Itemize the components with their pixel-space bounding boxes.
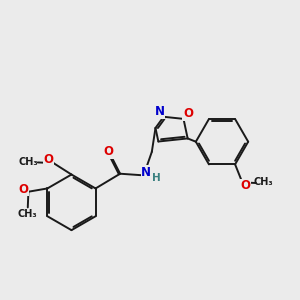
Text: O: O: [183, 107, 193, 121]
Text: O: O: [241, 179, 250, 192]
Text: O: O: [44, 153, 54, 166]
Text: O: O: [19, 183, 28, 196]
Text: H: H: [152, 173, 161, 183]
Text: N: N: [141, 166, 151, 178]
Text: CH₃: CH₃: [19, 157, 38, 167]
Text: CH₃: CH₃: [17, 209, 37, 219]
Text: O: O: [103, 145, 113, 158]
Text: N: N: [155, 105, 165, 119]
Text: CH₃: CH₃: [254, 177, 273, 188]
